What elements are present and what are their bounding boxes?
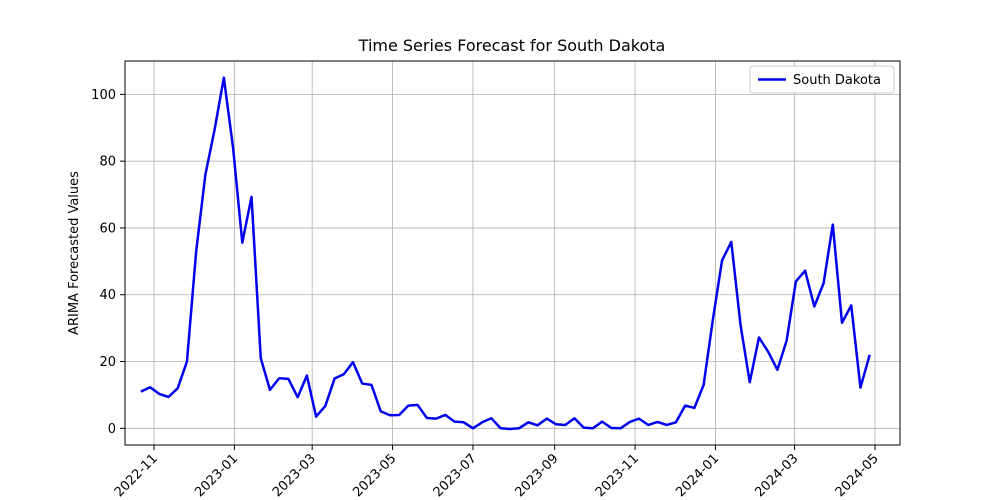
series-line-south-dakota	[140, 76, 871, 431]
y-tick-label: 100	[91, 88, 116, 103]
plot-area	[140, 76, 871, 431]
legend-label-south-dakota: South Dakota	[793, 73, 881, 88]
grid	[125, 61, 900, 445]
y-tick-label: 40	[99, 288, 116, 303]
y-tick-label: 80	[99, 155, 116, 170]
y-tick-label: 0	[108, 422, 116, 437]
y-axis: 0 20 40 60 80 100	[91, 88, 125, 437]
chart-title: Time Series Forecast for South Dakota	[358, 36, 666, 55]
legend: South Dakota	[749, 65, 895, 94]
axes-frame	[124, 60, 901, 446]
legend-box	[749, 65, 895, 94]
y-tick-label: 20	[99, 355, 116, 370]
y-axis-label: ARIMA Forecasted Values	[67, 171, 82, 335]
y-tick-label: 60	[99, 221, 116, 236]
